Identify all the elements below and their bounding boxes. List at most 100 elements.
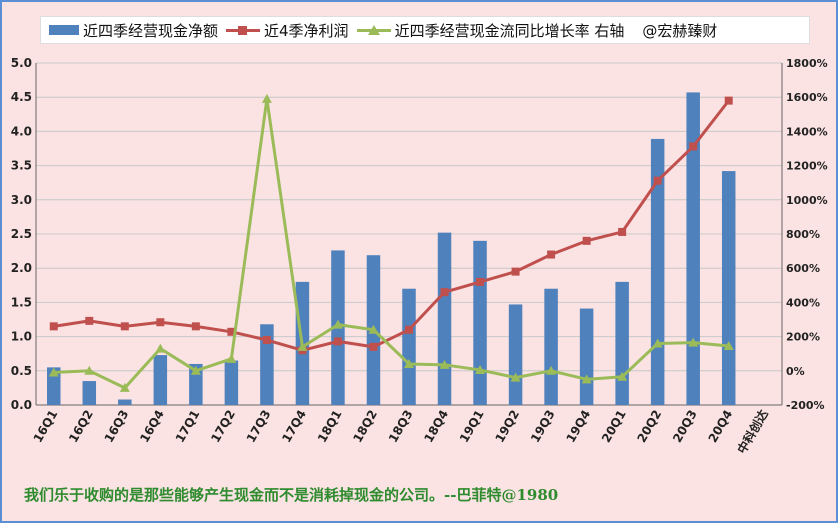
point-growth-18Q1 [332,319,343,329]
right-tick-label: 400% [786,296,820,309]
point-profit-16Q4 [156,318,165,327]
bar-cash-18Q3 [402,288,416,405]
point-profit-16Q2 [85,316,94,325]
left-tick-label: 0.0 [11,398,32,412]
point-growth-18Q4 [439,359,450,369]
x-tick-label: 17Q2 [208,408,238,446]
x-tick-label: 中科创达 [734,407,771,456]
point-profit-17Q3 [262,336,271,345]
x-tick-label: 18Q4 [421,408,451,446]
left-tick-label: 1.0 [11,330,32,344]
bar-cash-16Q2 [82,381,97,405]
left-tick-label: 4.5 [11,90,32,104]
legend-label-profit: 近4季净利润 [264,21,349,40]
x-tick-label: 17Q1 [173,408,203,446]
legend-swatch-profit [226,25,261,35]
x-tick-label: 16Q3 [102,408,132,446]
point-growth-19Q1 [475,364,486,374]
legend-swatch-cash [49,25,79,35]
x-tick-label: 20Q4 [706,408,736,446]
point-profit-20Q2 [653,176,662,185]
point-growth-20Q4 [723,341,734,351]
watermark: @宏赫臻财 [642,21,718,40]
right-tick-label: 1400% [786,125,828,138]
point-growth-16Q3 [119,382,130,392]
x-tick-label: 20Q3 [670,408,700,446]
right-tick-label: 600% [786,262,820,275]
right-tick-label: 1000% [786,194,828,207]
point-profit-19Q4 [582,236,591,245]
point-growth-19Q2 [510,372,521,382]
point-profit-19Q3 [547,250,556,259]
x-tick-label: 19Q2 [492,408,522,446]
bar-cash-20Q1 [615,281,629,405]
point-growth-18Q3 [404,358,414,368]
x-tick-label: 17Q3 [244,408,274,446]
right-tick-label: 1600% [786,91,828,104]
left-tick-label: 2.0 [11,261,32,275]
bar-cash-20Q2 [650,138,665,405]
right-tick-label: 800% [786,228,820,241]
point-growth-17Q1 [190,365,201,375]
left-tick-label: 3.0 [11,193,32,207]
point-growth-19Q3 [546,365,557,375]
point-profit-20Q4 [724,96,733,105]
point-profit-16Q3 [120,322,129,331]
line-growth [53,97,729,390]
legend: 近四季经营现金净额 近4季净利润 近四季经营现金流同比增长率 右轴 @宏赫臻财 [40,16,810,44]
point-growth-20Q2 [652,338,663,348]
bar-cash-16Q4 [153,355,168,405]
bar-cash-16Q1 [47,367,61,405]
legend-item-growth: 近四季经营现金流同比增长率 右轴 [356,20,624,41]
bar-cash-19Q2 [508,304,523,405]
left-tick-label: 0.5 [11,364,32,378]
x-tick-label: 19Q4 [563,408,593,446]
point-profit-19Q2 [511,267,520,276]
x-tick-label: 20Q2 [635,408,665,446]
point-profit-20Q1 [618,227,627,236]
right-tick-label: 200% [786,331,820,344]
point-profit-17Q2 [227,327,236,336]
point-profit-18Q2 [369,342,378,351]
bar-cash-16Q3 [118,399,132,405]
left-tick-label: 5.0 [11,56,32,70]
point-growth-20Q3 [688,337,699,347]
left-tick-label: 1.5 [11,295,32,309]
right-tick-label: 1200% [786,160,828,173]
point-profit-18Q4 [440,288,449,297]
left-tick-label: 4.0 [11,124,32,138]
point-profit-18Q1 [333,337,342,346]
x-tick-label: 16Q4 [137,408,167,446]
bar-cash-19Q4 [579,308,594,405]
point-growth-16Q4 [155,343,166,353]
point-profit-16Q1 [49,322,58,331]
point-growth-16Q2 [84,365,95,375]
left-tick-label: 3.5 [11,159,32,173]
x-tick-label: 16Q1 [31,408,61,446]
x-tick-label: 18Q2 [350,408,380,446]
bar-cash-19Q3 [544,288,558,405]
bar-cash-20Q3 [686,92,700,406]
x-tick-label: 17Q4 [279,408,309,446]
bar-cash-17Q2 [224,360,239,405]
point-growth-17Q4 [297,341,308,351]
x-tick-label: 20Q1 [599,408,629,446]
bar-cash-20Q4 [721,171,736,405]
x-tick-label: 16Q2 [66,408,96,446]
x-tick-label: 19Q3 [528,408,558,446]
bar-cash-19Q1 [473,240,487,405]
point-growth-20Q1 [617,371,628,381]
legend-label-cash: 近四季经营现金净额 [83,21,219,40]
right-tick-label: -200% [786,399,825,412]
legend-item-profit: 近4季净利润 [226,20,349,41]
point-growth-17Q3 [261,93,272,103]
point-profit-20Q3 [689,142,698,151]
line-profit [53,99,730,352]
point-profit-18Q3 [405,325,413,334]
right-tick-label: 0% [786,365,805,378]
point-profit-17Q1 [191,322,200,331]
legend-item-cash: 近四季经营现金净额 [49,20,218,41]
footer-quote: 我们乐于收购的是那些能够产生现金而不是消耗掉现金的公司。--巴菲特@1980 [24,486,559,504]
point-growth-16Q1 [48,367,59,377]
